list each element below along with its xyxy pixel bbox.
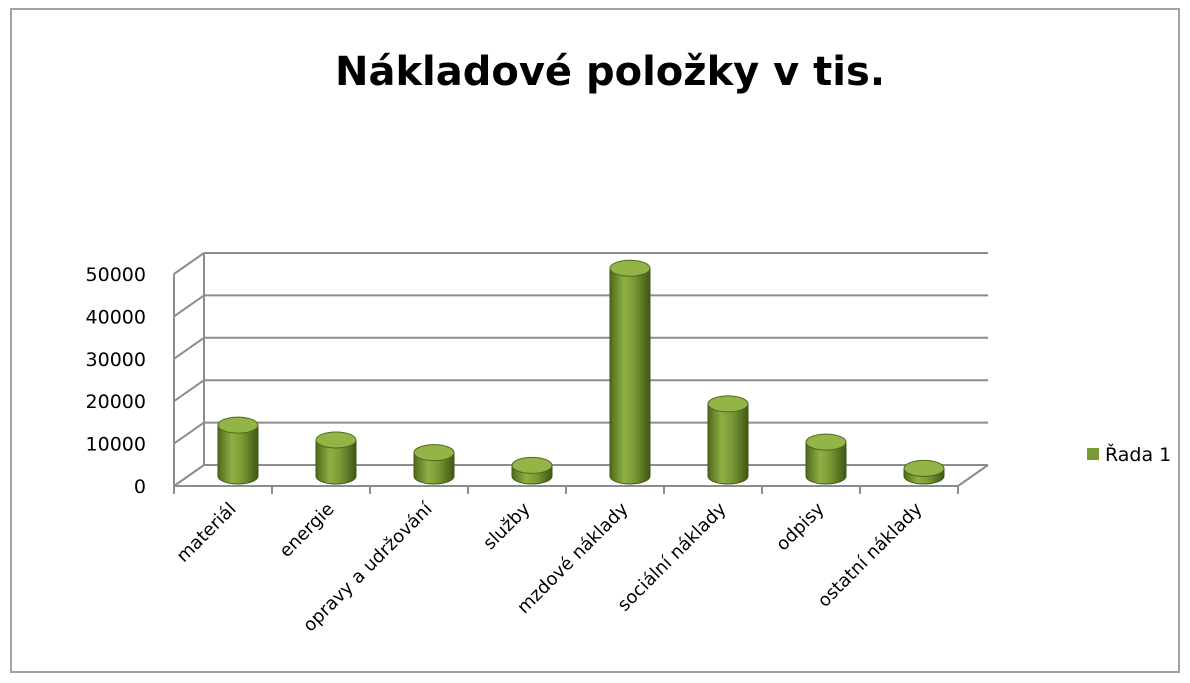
- x-category-label: energie: [275, 499, 338, 562]
- x-category-label: materiál: [173, 499, 241, 567]
- bar-body: [413, 452, 455, 485]
- bar: [805, 433, 847, 485]
- bar-top: [217, 416, 259, 434]
- y-tick-label: 30000: [86, 349, 146, 371]
- gridline-side: [173, 464, 205, 487]
- bar-top: [413, 444, 455, 462]
- gridline-side: [173, 379, 205, 403]
- bar: [903, 459, 945, 485]
- gridline-side: [173, 294, 205, 318]
- bar-layer: [173, 259, 959, 494]
- bar: [217, 416, 259, 485]
- bar-top: [315, 431, 357, 449]
- bar: [511, 456, 553, 485]
- bar: [315, 431, 357, 485]
- legend: Řada 1: [1087, 443, 1171, 466]
- bar-body: [805, 441, 847, 485]
- chart-frame: Nákladové položky v tis. 0 10000 20000 3000…: [10, 8, 1180, 673]
- x-category-label: sociální náklady: [614, 498, 731, 615]
- bar-top: [609, 259, 651, 277]
- y-tick-label: 0: [134, 476, 146, 498]
- chart-title: Nákladové položky v tis.: [335, 49, 885, 95]
- legend-swatch: [1087, 448, 1099, 460]
- bar-top: [707, 395, 749, 413]
- bar-body: [609, 267, 651, 485]
- bar: [413, 444, 455, 485]
- x-category-label: služby: [479, 498, 535, 554]
- bar: [609, 259, 651, 485]
- bar-body: [315, 439, 357, 485]
- y-tick-label: 40000: [86, 306, 146, 328]
- y-tick-label: 10000: [86, 434, 146, 456]
- gridline-side: [173, 336, 205, 360]
- floor-edge: [957, 464, 989, 487]
- x-category-label: odpisy: [772, 498, 829, 555]
- bar: [707, 395, 749, 485]
- bar-body: [707, 403, 749, 485]
- chart-svg: Nákladové položky v tis. 0 10000 20000 3000…: [86, 49, 1172, 636]
- grid-layer: [173, 252, 989, 487]
- bar-body: [217, 424, 259, 485]
- y-tick-label: 50000: [86, 264, 146, 286]
- gridline-side: [173, 421, 205, 445]
- y-axis-ticks: 0 10000 20000 30000 40000 50000: [86, 264, 146, 498]
- x-category-label: ostatní náklady: [814, 498, 927, 611]
- legend-label: Řada 1: [1105, 443, 1171, 466]
- bar-top: [511, 456, 553, 474]
- bar-top: [805, 433, 847, 451]
- y-tick-label: 20000: [86, 391, 146, 413]
- bar-top: [903, 459, 945, 477]
- gridline-side: [173, 252, 205, 275]
